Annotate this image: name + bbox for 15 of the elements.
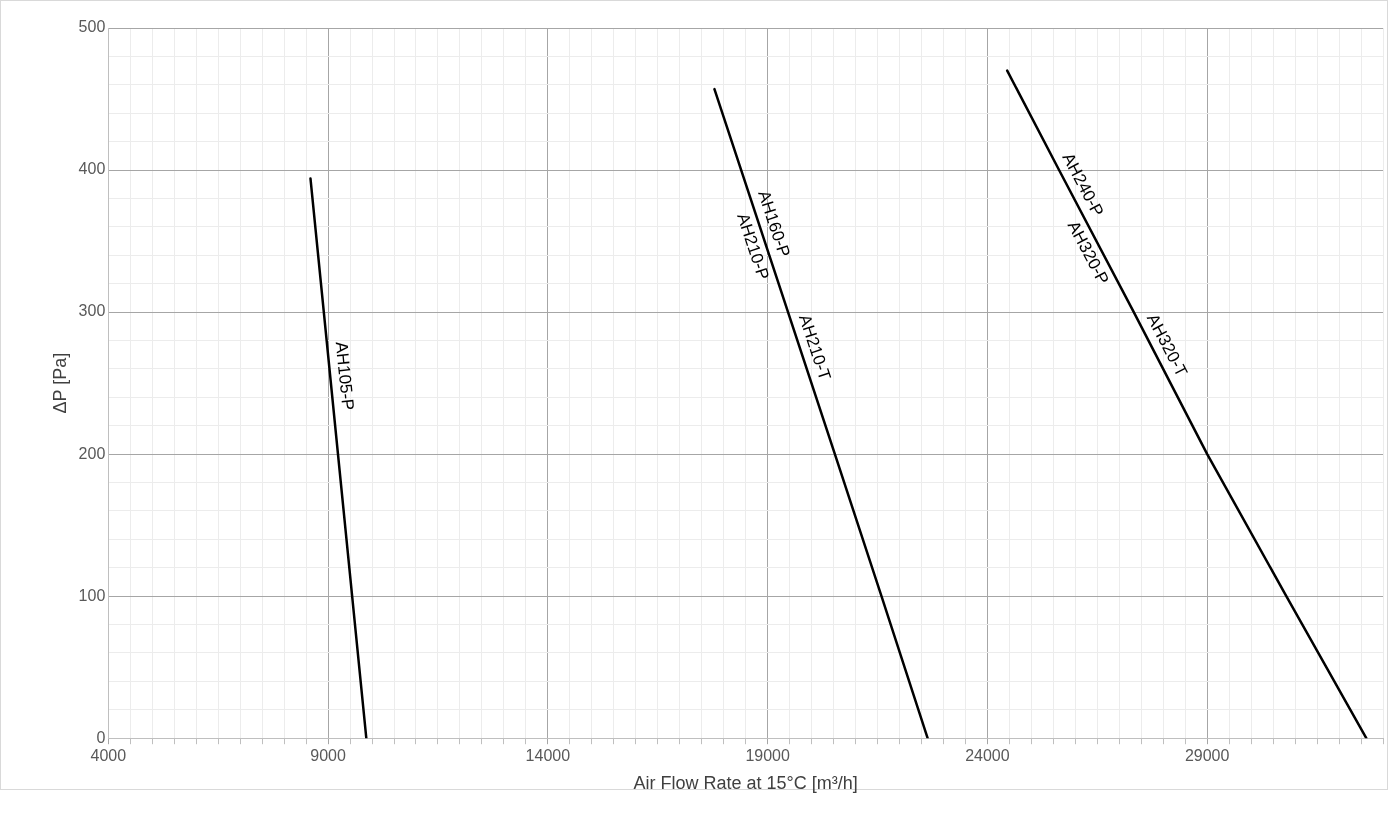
y-tick-label: 200 [78, 444, 106, 462]
y-tick-label: 500 [78, 18, 106, 36]
x-tick-label: 29000 [1184, 747, 1230, 765]
annotation: AH105-P [331, 340, 358, 412]
y-tick-label: 0 [96, 728, 106, 746]
y-tick-label: 100 [78, 586, 106, 604]
x-tick-label: 4000 [90, 747, 127, 765]
x-tick-label: 9000 [310, 747, 346, 765]
y-axis-title: ΔP [Pa] [49, 352, 70, 414]
y-tick-label: 400 [78, 160, 106, 178]
y-tick-label: 300 [78, 302, 106, 320]
x-axis-title: Air Flow Rate at 15°C [m³/h] [633, 773, 858, 794]
x-tick-label: 24000 [965, 747, 1010, 765]
x-tick-label: 14000 [525, 747, 571, 765]
x-tick-label: 19000 [745, 747, 790, 765]
